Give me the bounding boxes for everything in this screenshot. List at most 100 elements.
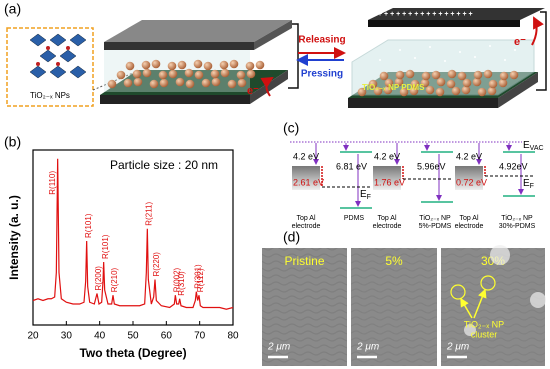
particle (472, 77, 482, 87)
peak-label: R(211) (144, 202, 153, 226)
pressing-label: Pressing (301, 69, 343, 80)
particle (246, 69, 256, 79)
particle (451, 86, 461, 96)
particle (383, 85, 393, 95)
x-tick-label: 60 (161, 331, 173, 342)
electron-label: e⁻ (514, 36, 526, 48)
sample-label: Pristine (284, 254, 324, 268)
particle (142, 68, 152, 78)
x-axis-title: Two theta (Degree) (79, 346, 186, 360)
bottom-edge (348, 98, 498, 108)
x-tick-label: 70 (194, 331, 206, 342)
particle (499, 71, 509, 81)
top-electrode (368, 8, 545, 20)
peak-label: R(220) (152, 252, 161, 277)
particle (132, 69, 142, 79)
electrode-block (292, 166, 320, 190)
particle (425, 85, 435, 95)
particle (384, 78, 394, 88)
particle (410, 79, 420, 89)
particle (483, 69, 493, 79)
barrier-height: 2.61 eV (293, 177, 324, 187)
pdms-dots (379, 45, 516, 62)
particle (473, 70, 483, 80)
electrode-label: electrode (455, 223, 484, 230)
particle (211, 77, 221, 87)
particle (133, 77, 143, 87)
particle (220, 68, 230, 78)
peak-label: R(101) (84, 213, 93, 238)
cluster-spot (464, 324, 476, 336)
inset-label: TiO₂₋ₓ NPs (30, 91, 70, 100)
particle (461, 85, 471, 95)
particle (237, 78, 247, 88)
particle (477, 87, 487, 97)
xrd-chart: 20 30 40 50 60 70 80 Two theta (Degree) Intensit… (7, 149, 239, 360)
sem-texture (351, 248, 437, 366)
fermi-label-sub: F (367, 194, 371, 201)
sample-label: 5% (385, 254, 403, 268)
particle (405, 69, 415, 79)
crystal (29, 33, 87, 79)
releasing-label: Releasing (298, 35, 345, 46)
particle (447, 69, 457, 79)
scale-label: 2 μm (267, 342, 290, 353)
annotation: Particle size : 20 nm (110, 158, 218, 172)
particle (201, 78, 211, 88)
cluster-arrow (473, 288, 487, 319)
fermi-label: EF (523, 178, 534, 190)
peak-label: R(310) (177, 271, 186, 296)
particle (123, 78, 133, 88)
peak-label: R(200) (94, 266, 103, 291)
plot-frame (32, 149, 234, 326)
particle (487, 86, 497, 96)
peak-label: R(112) (196, 268, 205, 292)
particle (151, 59, 161, 69)
layer-label: TiO₂₋ₓ NP (501, 215, 533, 222)
cluster-ring (480, 275, 496, 291)
peak-label: R(101) (101, 234, 110, 259)
electrode-block (455, 166, 483, 190)
peak-label: R(210) (110, 267, 119, 292)
particle (409, 86, 419, 96)
panel-label: (c) (283, 120, 299, 136)
cluster-spot (530, 292, 546, 308)
fermi-label-sub: F (530, 183, 534, 190)
particle (368, 79, 378, 89)
barrier-height: 0.72 eV (456, 177, 487, 187)
panel-label: (d) (283, 229, 300, 245)
particles (107, 59, 265, 89)
electrode-block (373, 166, 401, 190)
particle (229, 59, 239, 69)
leader (92, 69, 141, 91)
electron-arrow (260, 76, 274, 97)
particle (498, 78, 508, 88)
x-tick-label: 20 (27, 331, 39, 342)
particle (158, 70, 168, 80)
electrode-label: Top Al (459, 215, 479, 222)
particle (116, 70, 126, 80)
cluster-arrow (460, 297, 473, 319)
fermi-label: EF (360, 189, 371, 201)
particle (399, 87, 409, 97)
particle (141, 60, 151, 70)
particle (373, 86, 383, 96)
electron-arrow (531, 16, 544, 46)
particle (159, 78, 169, 88)
vacuum-label-sub: VAC (530, 145, 544, 152)
particle (227, 79, 237, 89)
particle (357, 87, 367, 97)
vacuum-label: EVAC (523, 140, 544, 152)
electrode-label: Top Al (377, 215, 397, 222)
particle (436, 77, 446, 87)
layer-label: TiO₂₋ₓ NP (419, 215, 451, 222)
particle (149, 79, 159, 89)
work-function: 4.2 eV (293, 151, 319, 161)
particle (462, 78, 472, 88)
sem-texture (262, 248, 347, 366)
bottom-side (498, 72, 538, 108)
particle (125, 61, 135, 71)
particle (255, 60, 265, 70)
x-tick-label: 50 (127, 331, 139, 342)
